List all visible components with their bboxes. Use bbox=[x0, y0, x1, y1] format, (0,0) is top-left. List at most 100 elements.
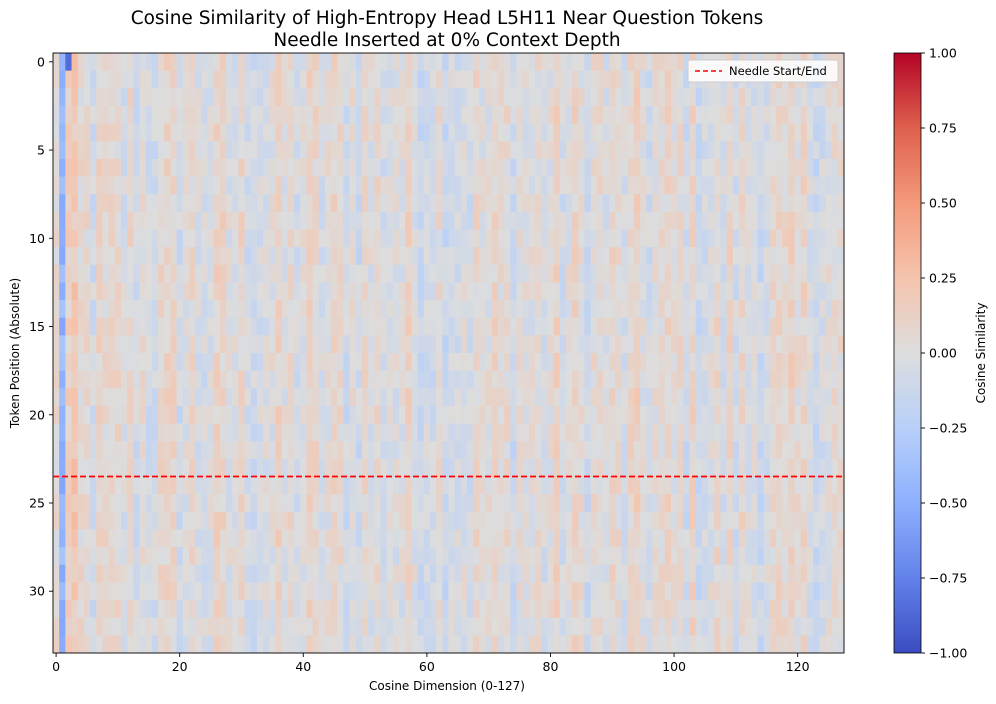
heatmap-cell bbox=[281, 564, 289, 583]
heatmap-cell bbox=[516, 617, 524, 636]
heatmap-cell bbox=[436, 88, 443, 107]
heatmap-cell bbox=[324, 123, 332, 142]
heatmap-cell bbox=[151, 282, 159, 301]
heatmap-cell bbox=[133, 617, 141, 636]
heatmap-cell bbox=[683, 564, 691, 583]
heatmap-cell bbox=[677, 476, 684, 495]
heatmap-cell bbox=[701, 282, 709, 301]
heatmap-cell bbox=[825, 370, 833, 389]
heatmap-cell bbox=[658, 88, 666, 107]
heatmap-cell bbox=[615, 176, 623, 195]
heatmap-cell bbox=[71, 158, 79, 178]
heatmap-cell bbox=[720, 211, 728, 230]
heatmap-cell bbox=[250, 564, 258, 583]
heatmap-cell bbox=[757, 247, 765, 266]
heatmap-cell bbox=[720, 105, 728, 125]
heatmap-cell bbox=[349, 229, 357, 248]
heatmap-cell bbox=[306, 53, 314, 72]
heatmap-cell bbox=[670, 282, 678, 301]
heatmap-cell bbox=[355, 617, 363, 636]
heatmap-cell bbox=[442, 194, 449, 213]
heatmap-cell bbox=[65, 247, 73, 266]
heatmap-cell bbox=[541, 300, 548, 319]
heatmap-cell bbox=[633, 370, 641, 389]
heatmap-cell bbox=[269, 282, 276, 301]
heatmap-cell bbox=[602, 635, 610, 654]
heatmap-cell bbox=[745, 405, 752, 425]
heatmap-cell bbox=[133, 158, 141, 178]
heatmap-cell bbox=[324, 158, 332, 178]
heatmap-cell bbox=[813, 547, 820, 566]
heatmap-cell bbox=[646, 211, 653, 230]
heatmap-cell bbox=[776, 123, 783, 142]
heatmap-cell bbox=[776, 388, 783, 407]
heatmap-cell bbox=[145, 158, 153, 178]
heatmap-cell bbox=[788, 564, 796, 583]
heatmap-cell bbox=[460, 353, 468, 372]
heatmap-cell bbox=[83, 423, 91, 442]
heatmap-cell bbox=[120, 229, 128, 248]
heatmap-cell bbox=[621, 123, 629, 142]
heatmap-cell bbox=[825, 88, 833, 107]
heatmap-cell bbox=[90, 600, 97, 619]
heatmap-cell bbox=[219, 300, 227, 319]
heatmap-cell bbox=[170, 141, 178, 160]
heatmap-cell bbox=[448, 617, 456, 636]
heatmap-cell bbox=[670, 582, 678, 601]
heatmap-cell bbox=[380, 511, 388, 530]
heatmap-cell bbox=[541, 582, 548, 601]
heatmap-cell bbox=[306, 247, 314, 266]
heatmap-cell bbox=[127, 317, 134, 336]
colorbar-tick-label: 0.00 bbox=[929, 346, 957, 361]
heatmap-cell bbox=[528, 353, 536, 372]
heatmap-cell bbox=[90, 564, 97, 583]
heatmap-cell bbox=[250, 300, 258, 319]
heatmap-cell bbox=[819, 211, 826, 230]
heatmap-cell bbox=[633, 458, 641, 478]
heatmap-cell bbox=[454, 247, 462, 266]
heatmap-cell bbox=[683, 529, 691, 548]
heatmap-cell bbox=[689, 335, 697, 354]
heatmap-cell bbox=[510, 88, 517, 107]
heatmap-cell bbox=[139, 600, 147, 619]
heatmap-cell bbox=[405, 353, 412, 372]
heatmap-cell bbox=[188, 494, 196, 513]
heatmap-cell bbox=[108, 529, 116, 548]
heatmap-cell bbox=[745, 158, 752, 178]
heatmap-cell bbox=[800, 511, 808, 530]
heatmap-cell bbox=[337, 194, 344, 213]
heatmap-cell bbox=[269, 70, 276, 89]
heatmap-cell bbox=[825, 582, 833, 601]
heatmap-cell bbox=[238, 353, 246, 372]
heatmap-cell bbox=[738, 158, 746, 178]
heatmap-cell bbox=[788, 476, 796, 495]
heatmap-cell bbox=[219, 53, 227, 72]
heatmap-cell bbox=[65, 441, 73, 460]
heatmap-cell bbox=[133, 582, 141, 601]
heatmap-cell bbox=[831, 282, 839, 301]
heatmap-cell bbox=[473, 547, 480, 566]
heatmap-cell bbox=[120, 388, 128, 407]
heatmap-cell bbox=[145, 476, 153, 495]
heatmap-cell bbox=[71, 564, 79, 583]
heatmap-cell bbox=[59, 141, 66, 160]
heatmap-cell bbox=[306, 494, 314, 513]
heatmap-cell bbox=[300, 211, 307, 230]
heatmap-cell bbox=[578, 158, 585, 178]
y-tick-label: 20 bbox=[29, 407, 45, 422]
heatmap-cell bbox=[776, 317, 783, 336]
heatmap-cell bbox=[226, 88, 233, 107]
heatmap-cell bbox=[133, 335, 141, 354]
heatmap-cell bbox=[108, 158, 116, 178]
heatmap-cell bbox=[640, 88, 647, 107]
heatmap-cell bbox=[504, 635, 511, 654]
heatmap-cell bbox=[621, 458, 629, 478]
heatmap-cell bbox=[423, 176, 431, 195]
heatmap-cell bbox=[720, 600, 728, 619]
heatmap-cell bbox=[53, 105, 60, 125]
heatmap-cell bbox=[633, 123, 641, 142]
heatmap-cell bbox=[708, 282, 715, 301]
heatmap-cell bbox=[195, 123, 202, 142]
heatmap-cell bbox=[776, 88, 783, 107]
heatmap-cell bbox=[176, 476, 184, 495]
